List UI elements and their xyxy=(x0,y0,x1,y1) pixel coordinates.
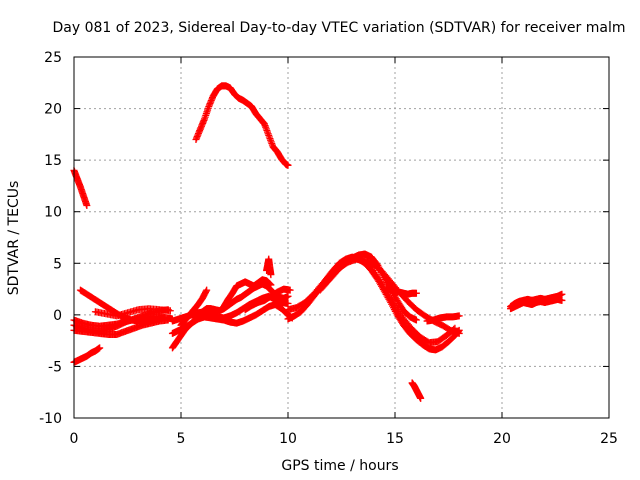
data-point xyxy=(558,296,566,304)
y-tick-label: -5 xyxy=(48,359,62,375)
x-tick-label: 15 xyxy=(386,431,404,447)
data-point xyxy=(455,312,463,320)
series-s20 xyxy=(382,284,420,298)
y-tick-label: -10 xyxy=(39,411,62,427)
data-point xyxy=(286,286,294,294)
data-point xyxy=(558,290,566,298)
data-point xyxy=(455,329,463,337)
data-points xyxy=(70,82,566,402)
y-tick-label: 25 xyxy=(44,50,62,66)
series-s12 xyxy=(177,286,211,329)
data-point xyxy=(166,307,174,315)
x-tick-label: 5 xyxy=(177,431,186,447)
data-point xyxy=(450,325,458,333)
series-s15 xyxy=(263,255,275,279)
data-point xyxy=(96,344,104,352)
data-point xyxy=(284,300,292,308)
series-s13 xyxy=(220,276,275,311)
x-tick-label: 25 xyxy=(600,431,618,447)
series-s24 xyxy=(507,295,566,313)
data-point xyxy=(203,286,211,294)
x-tick-label: 10 xyxy=(279,431,297,447)
y-axis-label: SDTVAR / TECUs xyxy=(6,181,22,296)
series-s1 xyxy=(70,166,91,210)
series-s8 xyxy=(91,305,174,320)
y-tick-label: 15 xyxy=(44,153,62,169)
data-point xyxy=(160,314,168,322)
data-point xyxy=(412,316,420,324)
y-tick-label: 0 xyxy=(53,308,62,324)
chart-title: Day 081 of 2023, Sidereal Day-to-day VTE… xyxy=(53,20,626,36)
x-tick-label: 0 xyxy=(70,431,79,447)
series-s7 xyxy=(76,286,168,326)
x-axis-label: GPS time / hours xyxy=(281,458,398,474)
axis-ticks: 0 5 10 15 20 25 -10 -5 0 5 10 15 20 25 xyxy=(39,50,618,447)
series-s11 xyxy=(168,301,296,337)
data-point xyxy=(417,394,425,402)
series-s2 xyxy=(192,82,292,169)
series-s22 xyxy=(408,379,425,402)
data-point xyxy=(284,161,292,169)
y-tick-label: 20 xyxy=(44,102,62,118)
series-s21 xyxy=(423,312,463,325)
y-tick-label: 10 xyxy=(44,205,62,221)
data-point xyxy=(267,271,275,279)
data-point xyxy=(412,289,420,297)
grid-lines xyxy=(74,57,609,418)
data-point xyxy=(284,292,292,300)
y-tick-label: 5 xyxy=(53,256,62,272)
data-point xyxy=(83,202,91,210)
data-point xyxy=(451,324,459,332)
series-s14 xyxy=(241,285,294,314)
plot-frame xyxy=(73,56,610,419)
series-s3 xyxy=(70,344,104,366)
data-point xyxy=(164,316,172,324)
x-tick-label: 20 xyxy=(493,431,511,447)
data-point xyxy=(267,281,275,289)
